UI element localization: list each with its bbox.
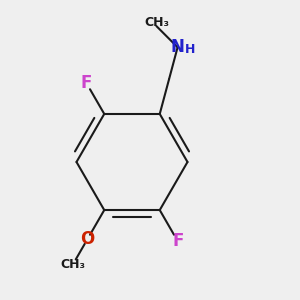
Text: CH₃: CH₃ — [60, 258, 85, 271]
Text: O: O — [80, 230, 94, 248]
Text: CH₃: CH₃ — [144, 16, 169, 29]
Text: F: F — [81, 74, 92, 92]
Text: F: F — [172, 232, 183, 250]
Text: N: N — [171, 38, 184, 56]
Text: H: H — [185, 43, 195, 56]
